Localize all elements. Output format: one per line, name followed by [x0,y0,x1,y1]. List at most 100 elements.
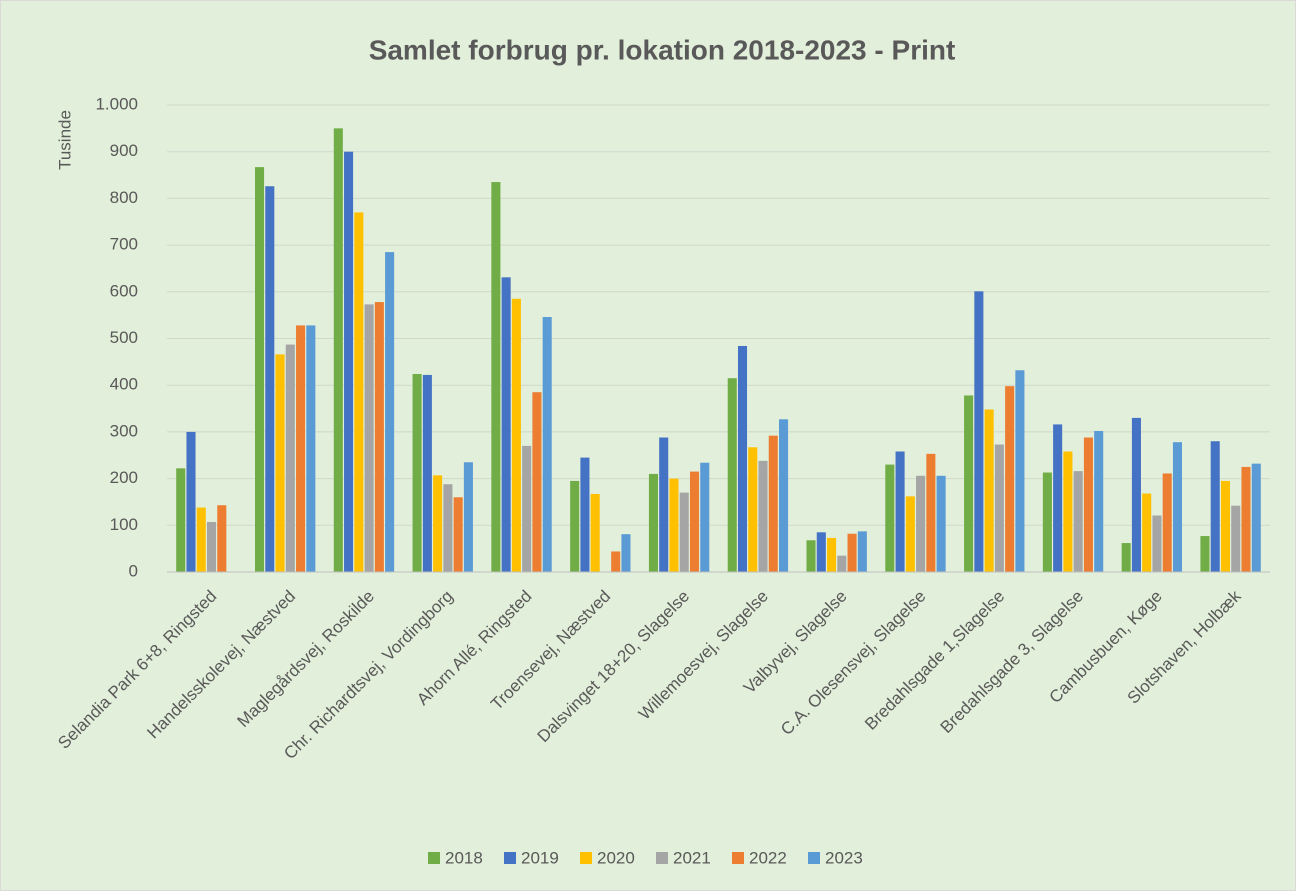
bar [737,345,748,572]
y-tick-label: 800 [110,188,138,207]
bar [1162,473,1172,572]
bar [1231,505,1241,572]
bar [885,464,895,572]
bar [779,419,789,572]
bar [217,505,227,572]
legend-swatch [504,852,516,864]
bar [689,471,700,572]
bar [333,128,343,572]
bar [412,373,422,572]
bar [463,462,473,572]
bar [306,325,316,572]
legend-label: 2019 [521,848,559,867]
bar [385,252,395,573]
bar [895,451,905,572]
bar [847,533,857,572]
bar [1131,417,1141,572]
bar [1063,451,1073,572]
y-tick-label: 500 [110,328,138,347]
bar [275,354,285,572]
bar [837,555,847,572]
bar [206,522,217,572]
y-tick-label: 100 [110,515,138,534]
y-axis-label: Tusinde [55,110,74,170]
bar [1042,472,1052,572]
bar [964,395,974,572]
bar [857,531,867,572]
bar [1172,442,1183,572]
bar [254,167,265,572]
legend-swatch [428,852,440,864]
bar [542,317,552,572]
legend-swatch [808,852,820,864]
bar [905,496,915,572]
bar [994,444,1004,572]
bar [758,460,768,572]
legend-label: 2020 [597,848,635,867]
bar [265,186,275,572]
chart-title: Samlet forbrug pr. lokation 2018-2023 - … [369,34,956,65]
bar [433,475,443,572]
legend-swatch [656,852,668,864]
y-tick-label: 900 [110,141,138,160]
bar [1251,463,1261,572]
bar [1094,430,1104,572]
bar [1121,543,1131,572]
legend-label: 2023 [825,848,863,867]
legend-swatch [732,852,744,864]
y-tick-label: 200 [110,468,138,487]
y-tick-label: 600 [110,281,138,300]
bar [700,462,710,572]
bar [648,473,658,572]
bar [511,298,521,572]
bar [916,475,926,572]
bar [1142,493,1152,572]
bar [621,534,631,572]
bar [1005,386,1015,572]
bar [974,291,984,572]
bar [1241,466,1251,572]
bar [580,457,590,572]
bar [422,374,432,572]
bar [1073,471,1083,572]
bar [727,378,737,572]
y-tick-label: 0 [129,561,138,580]
y-tick-label: 1.000 [95,94,138,113]
bar [364,304,374,572]
bar [1220,480,1231,572]
bar [1152,515,1162,572]
bar [1053,424,1063,572]
bar [659,437,669,572]
legend-label: 2018 [445,848,483,867]
bar [522,445,532,572]
bar [926,453,936,572]
bar [768,435,778,572]
bar [344,151,354,572]
bar [1015,370,1025,572]
bar [532,392,542,572]
bar [354,212,364,572]
bar [590,494,600,572]
bar [296,325,306,572]
bar [806,540,816,572]
bar [611,551,621,572]
bar [176,468,186,572]
bar [936,475,946,572]
bar [570,480,580,572]
y-tick-label: 300 [110,421,138,440]
y-tick-label: 700 [110,235,138,254]
bar [285,344,295,572]
legend-label: 2022 [749,848,787,867]
bar [1083,437,1093,572]
bar [748,447,758,572]
bar [827,537,837,572]
bar [1200,536,1210,572]
legend-swatch [580,852,592,864]
bar [491,182,501,572]
bar [186,431,196,572]
y-tick-label: 400 [110,375,138,394]
bar [679,492,689,572]
bar [1210,441,1220,572]
